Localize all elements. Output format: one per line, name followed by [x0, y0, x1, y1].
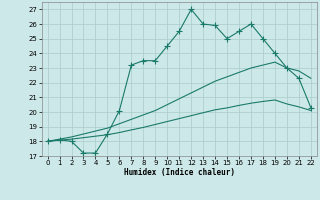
X-axis label: Humidex (Indice chaleur): Humidex (Indice chaleur) — [124, 168, 235, 177]
